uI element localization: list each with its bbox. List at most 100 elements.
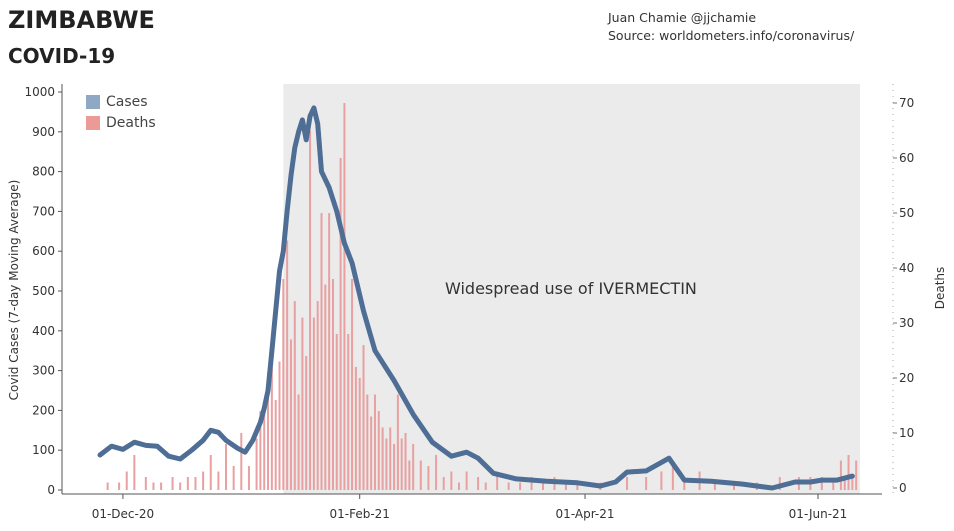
- y-tick-label-left-0: 0: [47, 483, 55, 497]
- death-bar-75: [564, 482, 567, 490]
- deaths-swatch: [86, 115, 100, 130]
- death-bar-22: [270, 367, 273, 490]
- ivermectin-annotation: Widespread use of IVERMECTIN: [445, 279, 697, 298]
- y-tick-label-right-6: 60: [899, 151, 914, 165]
- death-bar-2: [125, 471, 128, 490]
- death-bar-90: [820, 477, 823, 490]
- death-bar-60: [419, 460, 422, 490]
- y-tick-label-left-8: 800: [32, 165, 55, 179]
- y-tick-label-left-2: 200: [32, 403, 55, 417]
- death-bar-27: [289, 339, 292, 490]
- death-bar-72: [530, 477, 533, 490]
- cases-line: [97, 105, 855, 491]
- death-bar-19: [259, 411, 262, 490]
- chart-subtitle: COVID-19: [8, 44, 116, 68]
- death-bar-93: [843, 477, 846, 490]
- death-bar-16: [240, 433, 243, 490]
- death-bar-24: [278, 361, 281, 490]
- death-bar-95: [851, 477, 854, 490]
- death-bar-30: [301, 317, 304, 490]
- death-bar-49: [373, 394, 376, 490]
- death-bar-40: [339, 158, 342, 490]
- death-bar-46: [362, 345, 365, 490]
- death-bar-51: [381, 427, 384, 490]
- source-credit: Source: worldometers.info/coronavirus/: [608, 28, 855, 43]
- death-bar-45: [358, 378, 361, 490]
- death-bar-41: [343, 103, 346, 490]
- death-bar-92: [839, 460, 842, 490]
- death-bar-15: [232, 466, 235, 490]
- legend-item-cases: Cases: [86, 91, 156, 112]
- death-bar-84: [713, 482, 716, 490]
- y-tick-label-left-9: 900: [32, 125, 55, 139]
- death-bar-52: [385, 438, 388, 490]
- y-tick-label-right-1: 10: [899, 426, 914, 440]
- y-tick-label-left-10: 1000: [24, 85, 55, 99]
- death-bar-17: [247, 466, 250, 490]
- death-bar-20: [263, 405, 266, 490]
- legend: Cases Deaths: [86, 91, 156, 133]
- death-bar-1: [118, 482, 121, 490]
- death-bar-82: [683, 477, 686, 490]
- death-bar-57: [404, 433, 407, 490]
- y-tick-label-left-5: 500: [32, 284, 55, 298]
- death-bar-65: [457, 482, 460, 490]
- death-bar-78: [626, 477, 629, 490]
- y-tick-label-left-3: 300: [32, 364, 55, 378]
- death-bar-96: [855, 460, 858, 490]
- death-bar-11: [202, 471, 205, 490]
- y-tick-label-right-2: 20: [899, 371, 914, 385]
- cases-swatch: [86, 94, 100, 109]
- x-tick-label-2: 01-Apr-21: [556, 507, 615, 521]
- death-bar-32: [309, 130, 312, 490]
- x-tick-label-0: 01-Dec-20: [92, 507, 154, 521]
- death-bar-66: [465, 471, 468, 490]
- death-bar-43: [351, 279, 354, 490]
- death-bar-37: [328, 213, 331, 490]
- death-bar-63: [442, 477, 445, 490]
- legend-deaths-label: Deaths: [106, 114, 156, 131]
- death-bar-25: [282, 279, 285, 490]
- death-bar-94: [847, 455, 850, 490]
- y-tick-label-right-0: 0: [899, 481, 907, 495]
- death-bar-28: [293, 301, 296, 490]
- death-bar-0: [106, 482, 109, 490]
- death-bar-69: [496, 471, 499, 490]
- death-bar-38: [331, 279, 334, 490]
- death-bar-64: [450, 471, 453, 490]
- death-bar-79: [645, 477, 648, 490]
- death-bar-53: [389, 427, 392, 490]
- death-bar-26: [286, 240, 289, 490]
- y-tick-label-right-5: 50: [899, 206, 914, 220]
- axes: 0 100 200 300 400 500 600 700 800 900 1000 0 10 20 30 4…: [24, 84, 914, 521]
- death-bar-44: [354, 367, 357, 490]
- death-bar-67: [477, 477, 480, 490]
- death-bar-58: [408, 460, 411, 490]
- y-tick-label-right-4: 40: [899, 261, 914, 275]
- death-bar-18: [255, 438, 258, 490]
- death-bar-62: [435, 455, 438, 490]
- death-bar-13: [217, 471, 220, 490]
- death-bar-81: [671, 466, 674, 490]
- death-bar-70: [507, 482, 510, 490]
- death-bar-33: [312, 317, 315, 490]
- chart-title: ZIMBABWE: [8, 6, 155, 34]
- death-bar-31: [305, 356, 308, 490]
- death-bar-6: [160, 482, 163, 490]
- death-bar-73: [542, 482, 545, 490]
- death-bar-59: [412, 444, 415, 490]
- deaths-bars: [106, 103, 858, 490]
- death-bar-35: [320, 213, 323, 490]
- death-bar-34: [316, 301, 319, 490]
- death-bar-36: [324, 284, 327, 490]
- y-tick-label-left-1: 100: [32, 443, 55, 457]
- death-bar-29: [297, 394, 300, 490]
- death-bar-85: [732, 482, 735, 490]
- death-bar-48: [370, 416, 373, 490]
- death-bar-56: [400, 438, 403, 490]
- death-bar-3: [133, 455, 136, 490]
- death-bar-68: [484, 482, 487, 490]
- y-axis-label-left: Covid Cases (7-day Moving Average): [7, 179, 21, 401]
- death-bar-39: [335, 334, 338, 490]
